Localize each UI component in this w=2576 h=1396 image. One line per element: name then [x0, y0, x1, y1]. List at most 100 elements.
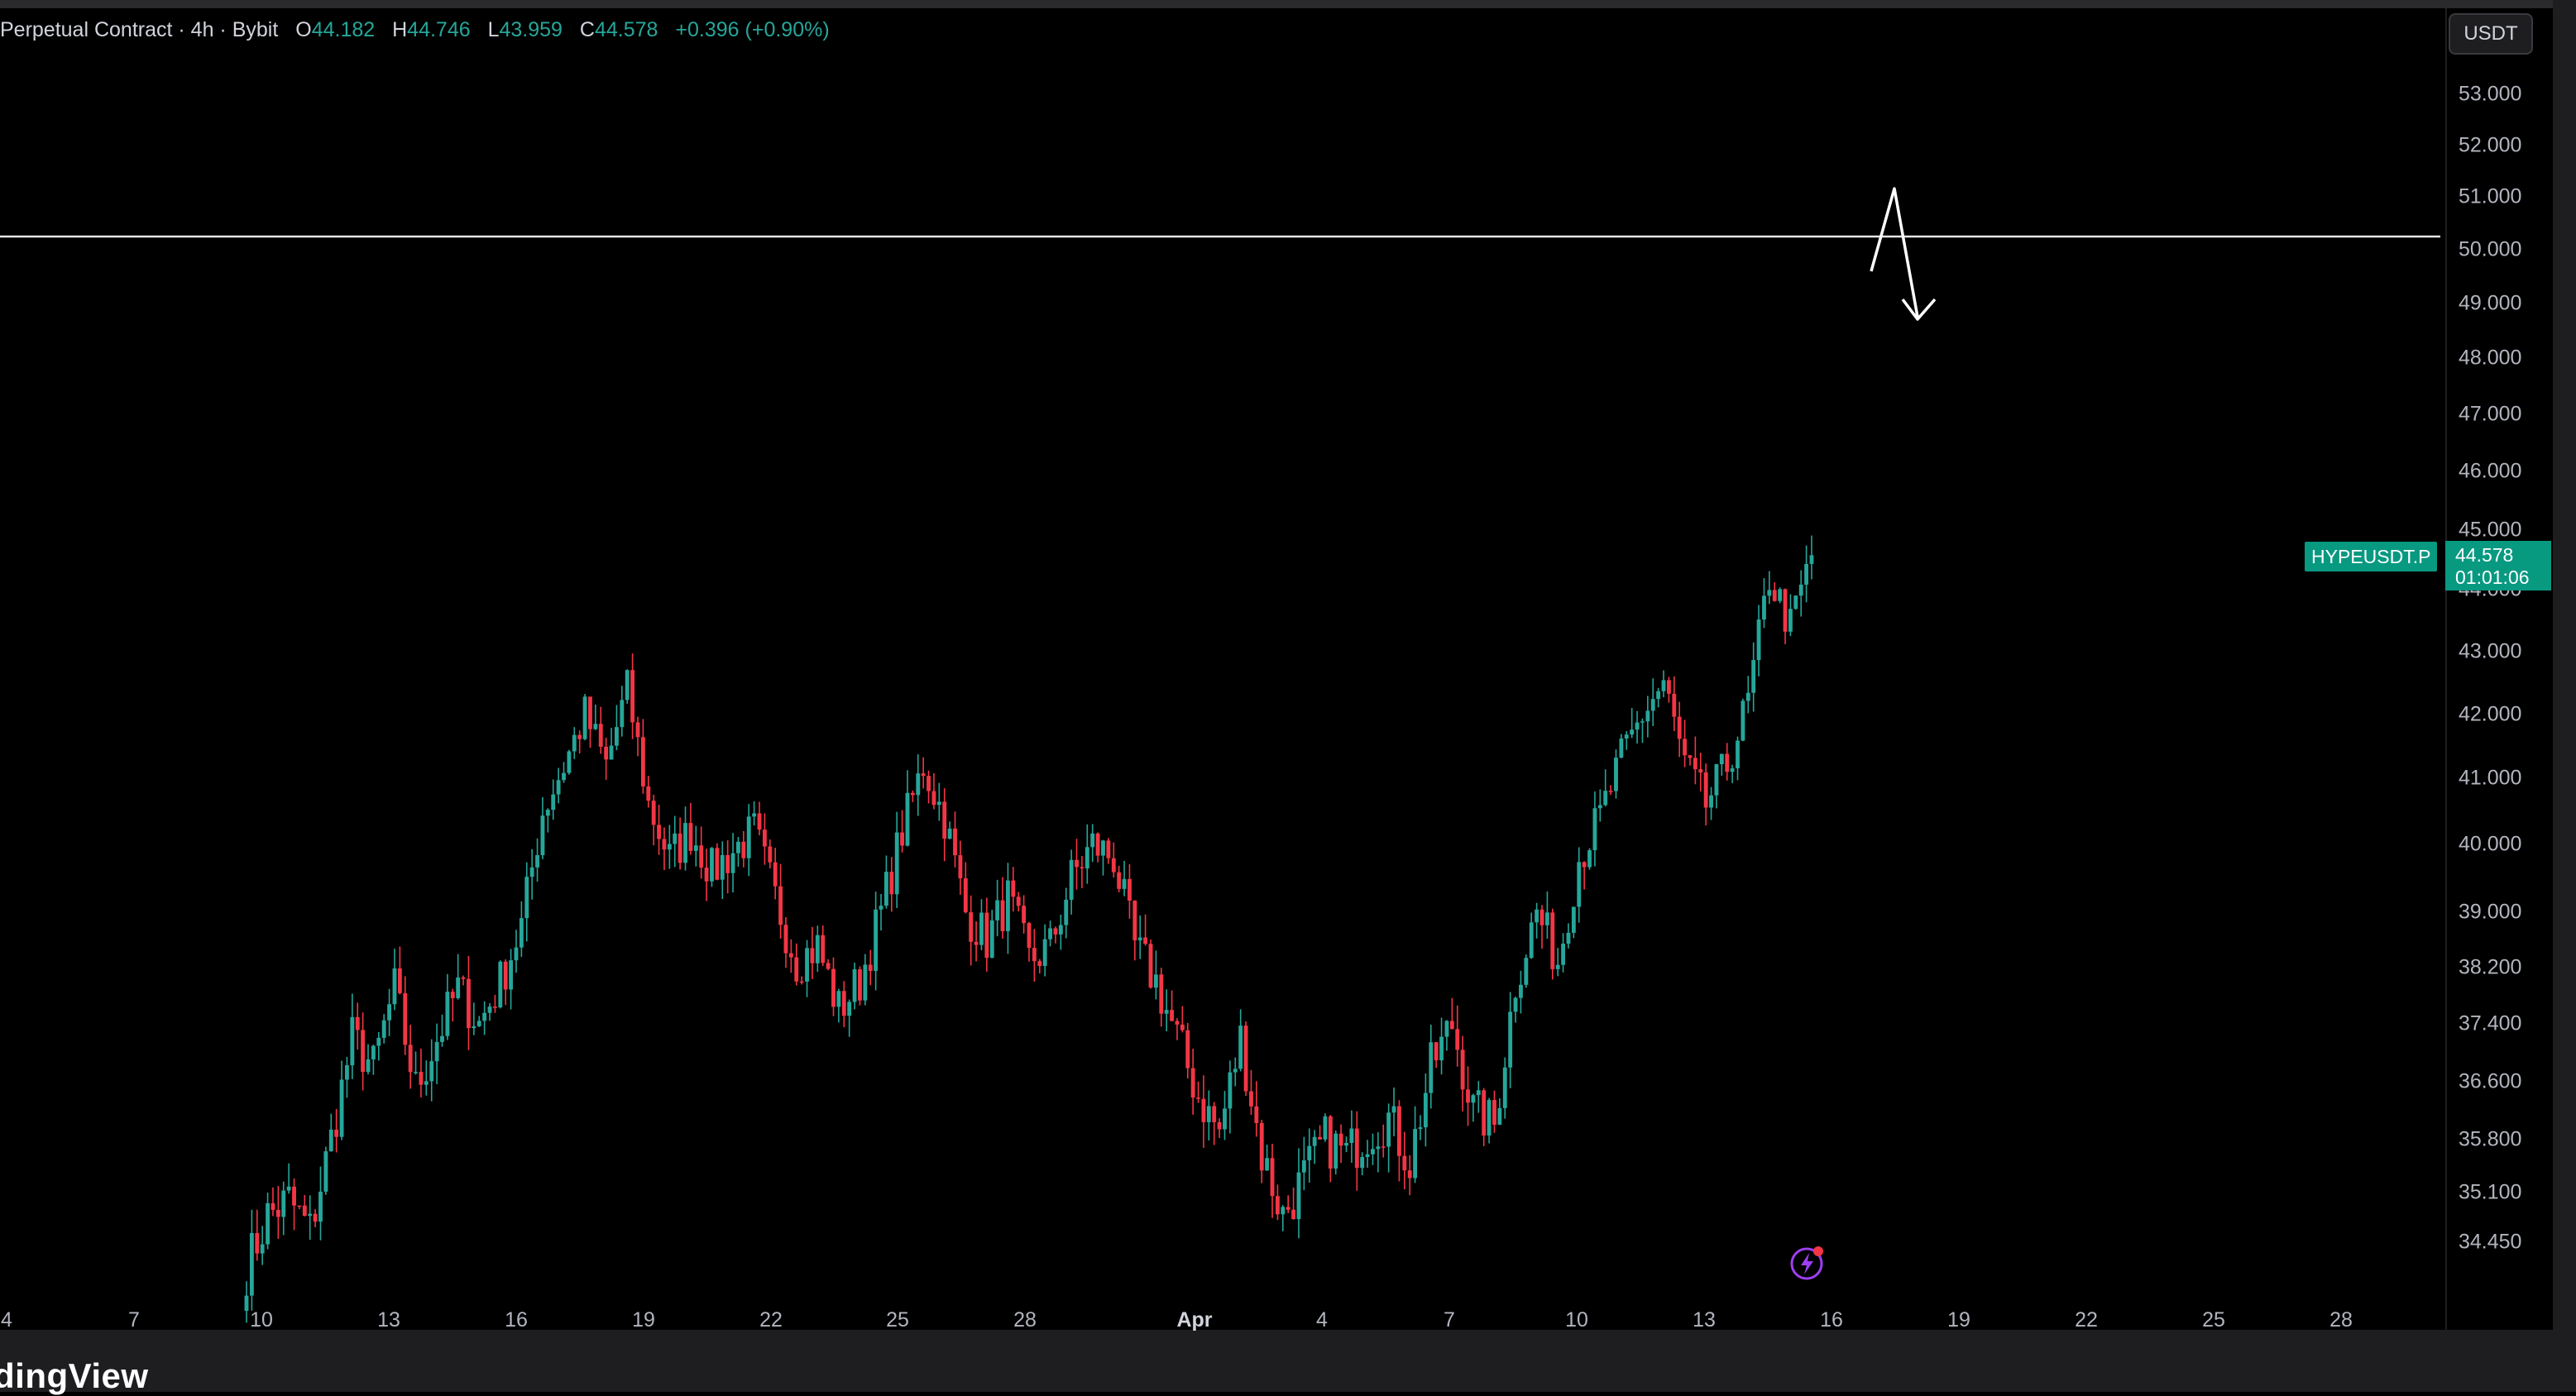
candle-body: [646, 786, 651, 801]
candle-body: [472, 1025, 476, 1029]
candle-body: [1032, 948, 1037, 962]
candle-body: [1529, 922, 1534, 959]
candle-body: [1349, 1128, 1354, 1143]
candle-body: [1703, 772, 1708, 808]
candle-body: [868, 964, 873, 972]
candle-body: [1719, 753, 1724, 765]
candle-body: [1762, 595, 1766, 620]
candle-body: [963, 878, 968, 913]
candle-body: [545, 810, 550, 816]
candle-body: [445, 992, 450, 1036]
candle-body: [625, 670, 630, 700]
candle-series: [244, 535, 1814, 1323]
candle-body: [1434, 1042, 1439, 1061]
candle-body: [1371, 1149, 1375, 1155]
candle-body: [1640, 721, 1645, 723]
candle-body: [281, 1190, 286, 1217]
candle-body: [974, 941, 979, 945]
candle-body: [1391, 1106, 1396, 1113]
candle-body: [615, 727, 619, 746]
candle-body: [366, 1059, 371, 1073]
legend-open-key: O: [295, 18, 312, 41]
bottom-bar: [0, 1330, 2576, 1392]
candle-body: [1740, 700, 1745, 741]
candle-body: [1772, 590, 1777, 601]
candle-body: [1212, 1106, 1217, 1122]
candle-body: [662, 839, 667, 850]
legend-open: 44.182: [311, 18, 376, 41]
candle-body: [1265, 1158, 1270, 1171]
price-tick: 51.000: [2459, 184, 2522, 208]
price-tick: 50.000: [2459, 237, 2522, 261]
candle-body: [1333, 1133, 1338, 1169]
candle-body: [699, 845, 704, 868]
price-axis[interactable]: [2445, 8, 2554, 1330]
price-tick: 40.000: [2459, 832, 2522, 856]
price-tick: 38.200: [2459, 955, 2522, 979]
candle-body: [286, 1186, 291, 1191]
time-tick: 16: [505, 1308, 528, 1331]
candle-body: [529, 867, 534, 877]
candle-body: [598, 724, 603, 747]
candle-body: [1783, 589, 1788, 632]
time-tick: 19: [632, 1308, 655, 1331]
arrow-drawing[interactable]: [1870, 187, 1919, 318]
candle-body: [1460, 1049, 1465, 1090]
candle-body: [1418, 1127, 1423, 1130]
right-scroll-strip: [2553, 0, 2576, 1392]
candle-body: [1064, 899, 1069, 925]
candle-body: [450, 992, 455, 998]
candle-body: [1429, 1042, 1434, 1093]
candle-body: [328, 1129, 333, 1152]
candle-body: [1423, 1092, 1428, 1128]
candle-body: [387, 1004, 392, 1021]
candle-body: [984, 912, 989, 959]
candle-body: [1095, 833, 1100, 856]
candle-body: [1365, 1154, 1370, 1158]
candle-body: [1788, 609, 1793, 632]
candle-body: [1281, 1207, 1286, 1215]
candle-body: [572, 734, 577, 752]
candle-body: [588, 696, 592, 729]
legend-high: 44.746: [407, 18, 471, 41]
candle-body: [302, 1205, 307, 1217]
candle-body: [762, 829, 767, 847]
candle-body: [1413, 1129, 1418, 1178]
candle-body: [1223, 1108, 1227, 1130]
candle-body: [1000, 900, 1005, 931]
candle-body: [1407, 1170, 1412, 1178]
last-price: 44.578: [2455, 544, 2514, 566]
candle-body: [403, 992, 408, 1045]
time-tick: 16: [1820, 1308, 1843, 1331]
candle-body: [440, 1035, 444, 1042]
candle-body: [1513, 997, 1518, 1012]
candle-body: [715, 848, 720, 880]
candle-body: [678, 833, 682, 863]
candle-body: [879, 906, 883, 910]
price-tick: 46.000: [2459, 459, 2522, 483]
price-tick: 36.600: [2459, 1069, 2522, 1093]
currency-button[interactable]: USDT: [2449, 13, 2533, 55]
chart-pane[interactable]: [0, 8, 2445, 1330]
candle-body: [710, 848, 714, 882]
candle-body: [783, 925, 788, 954]
price-tick: 35.100: [2459, 1180, 2522, 1204]
candle-body: [1259, 1122, 1264, 1171]
candle-body: [1476, 1090, 1481, 1096]
candle-body: [942, 801, 947, 839]
candle-body: [509, 960, 514, 990]
lightning-icon[interactable]: [1788, 1244, 1827, 1282]
candle-body: [1080, 867, 1085, 869]
candle-body: [630, 670, 635, 723]
candle-body: [424, 1081, 429, 1085]
candle-body: [1677, 716, 1682, 739]
time-tick: 7: [1444, 1308, 1455, 1331]
time-tick: 4: [1, 1308, 12, 1331]
candle-body: [794, 957, 799, 982]
candle-body: [1502, 1067, 1507, 1108]
candle-body: [1804, 563, 1809, 585]
candle-body: [1571, 906, 1576, 933]
symbol-price-tag: HYPEUSDT.P: [2305, 542, 2438, 571]
candle-body: [995, 900, 1000, 920]
candle-body: [746, 816, 751, 858]
